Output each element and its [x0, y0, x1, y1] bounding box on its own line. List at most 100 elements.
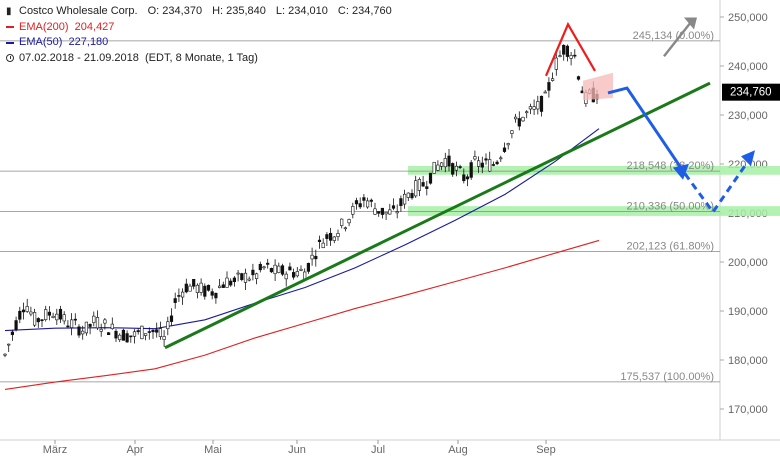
- x-tick-label: Mai: [204, 444, 222, 456]
- candle-body: [562, 44, 566, 55]
- candle-body: [550, 78, 555, 81]
- candle-body: [351, 206, 355, 215]
- candle-body: [258, 263, 262, 271]
- candle-body: [343, 227, 348, 230]
- candle-body: [484, 158, 488, 161]
- fib-level-label: 218,548 (38.20%): [627, 160, 714, 172]
- candle-body: [425, 186, 429, 189]
- candle-body: [40, 319, 44, 321]
- candle-body: [203, 285, 207, 297]
- candle-body: [354, 200, 359, 205]
- candle-body: [576, 76, 581, 80]
- candle-body: [218, 285, 222, 288]
- candle-body: [210, 291, 214, 296]
- legend-range-row: 07.02.2018 - 21.09.2018 (EDT, 8 Monate, …: [6, 51, 392, 67]
- candle-body: [144, 333, 148, 336]
- candle-body: [532, 106, 536, 110]
- candle-body: [232, 277, 237, 283]
- candle-body: [377, 211, 381, 214]
- candle-body: [451, 163, 455, 175]
- candle-body: [543, 91, 547, 94]
- candle-body: [121, 329, 125, 341]
- candle-body: [58, 308, 63, 320]
- candle-body: [262, 266, 266, 269]
- forecast-arrowhead-up: [741, 150, 755, 167]
- candle-body: [473, 156, 477, 160]
- legend-title-row: ▮ Costco Wholesale Corp. O: 234,370 H: 2…: [6, 4, 392, 20]
- candle-body: [517, 118, 521, 127]
- candle-body: [25, 306, 29, 312]
- current-price-badge: [722, 83, 780, 101]
- candle-body: [521, 116, 525, 122]
- candle-body: [417, 179, 422, 191]
- gray-arrowhead: [684, 17, 697, 30]
- candle-body: [177, 295, 181, 297]
- candle-body: [280, 265, 285, 275]
- candle-body: [362, 197, 366, 201]
- candle-body: [70, 319, 74, 328]
- candle-body: [465, 176, 470, 180]
- legend-open-value: 234,370: [162, 5, 203, 17]
- candle-body: [225, 277, 229, 288]
- candle-body: [255, 273, 259, 279]
- candle-body: [539, 95, 544, 112]
- candle-body: [192, 278, 196, 287]
- candle-body: [332, 236, 336, 241]
- candle-body: [173, 298, 177, 303]
- x-tick-label: März: [43, 444, 67, 456]
- candle-body: [243, 272, 248, 283]
- candle-body: [158, 328, 163, 337]
- candle-body: [29, 311, 33, 315]
- y-tick-label: 170,000: [728, 404, 768, 416]
- candle-body: [125, 333, 129, 343]
- candle-body: [140, 325, 144, 340]
- legend-title: Costco Wholesale Corp.: [19, 5, 138, 17]
- x-tick-label: Sep: [536, 444, 556, 456]
- fib-level-label: 210,336 (50.00%): [627, 200, 714, 212]
- top-pattern-line: [544, 21, 596, 77]
- candle-body: [36, 318, 40, 323]
- fib-level-label: 245,134 (0.00%): [633, 30, 714, 42]
- candle-body: [510, 130, 514, 134]
- candle-body: [476, 160, 481, 167]
- candle-body: [295, 271, 299, 277]
- candle-body: [221, 284, 225, 288]
- candle-body: [421, 182, 425, 187]
- candle-body: [317, 239, 322, 242]
- legend-close-label: C:: [337, 5, 349, 17]
- ema50-swatch: [6, 41, 14, 44]
- candle-body: [565, 45, 569, 57]
- candle-body: [513, 116, 518, 120]
- candle-body: [347, 219, 351, 224]
- legend-ema200-row: EMA(200) 204,427: [6, 20, 392, 36]
- trendline: [164, 81, 711, 350]
- fib-level-label: 202,123 (61.80%): [627, 241, 714, 253]
- legend-ema200-value: 204,427: [74, 20, 115, 33]
- legend-low-value: 234,010: [288, 5, 328, 17]
- candle-body: [21, 309, 26, 313]
- candle-body: [284, 273, 288, 280]
- candle-body: [84, 321, 88, 334]
- pattern-box: [583, 72, 613, 101]
- candle-body: [454, 165, 459, 171]
- candle-body: [51, 315, 55, 318]
- candle-body: [184, 283, 188, 293]
- candle-body: [247, 278, 251, 281]
- candle-body: [402, 193, 407, 205]
- candle-body: [81, 330, 85, 335]
- clock-icon: [6, 54, 14, 63]
- candle-body: [414, 180, 418, 197]
- candle-body: [114, 330, 118, 339]
- candle-body: [536, 101, 540, 110]
- candle-body: [199, 282, 203, 293]
- candle-body: [195, 284, 200, 293]
- x-tick-label: Jul: [371, 444, 385, 456]
- candle-body: [291, 272, 296, 278]
- candle-body: [10, 331, 15, 336]
- ema200-swatch: [6, 26, 14, 29]
- legend-ema50-row: EMA(50) 227,180: [6, 35, 392, 51]
- candle-body: [406, 192, 410, 198]
- ema200-line: [4, 239, 600, 390]
- candle-body: [95, 317, 100, 329]
- y-tick-label: 250,000: [728, 12, 768, 24]
